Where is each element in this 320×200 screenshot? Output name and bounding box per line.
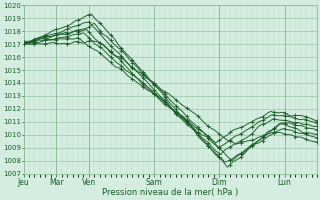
X-axis label: Pression niveau de la mer( hPa ): Pression niveau de la mer( hPa ) (102, 188, 238, 197)
